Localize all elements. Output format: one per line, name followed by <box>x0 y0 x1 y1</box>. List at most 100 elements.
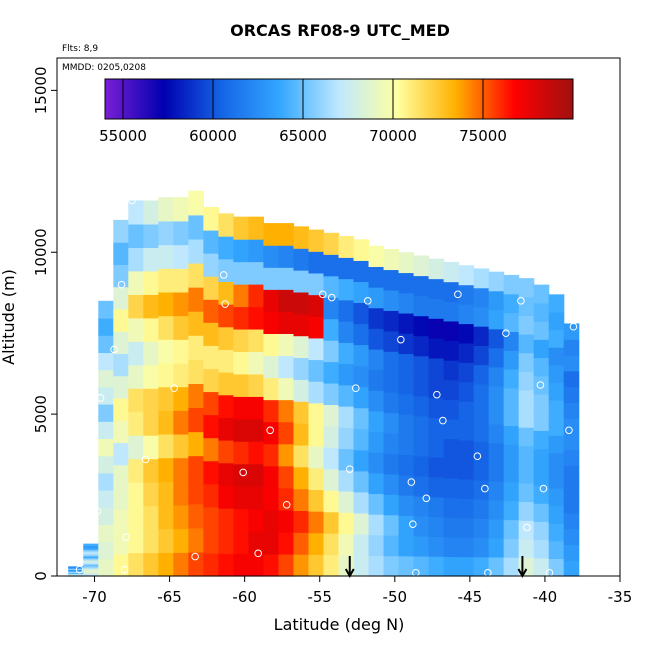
heat-cell <box>158 315 174 340</box>
heat-cell <box>488 385 505 406</box>
heat-cell <box>173 339 189 364</box>
heat-cell <box>128 247 144 272</box>
heat-cell <box>308 381 325 404</box>
heat-cell <box>278 421 295 445</box>
heat-cell <box>428 258 445 280</box>
heat-cell <box>128 552 144 577</box>
heat-cell <box>398 434 415 456</box>
heat-cell <box>263 223 280 246</box>
heat-cell <box>203 299 219 323</box>
heat-cell <box>413 375 430 397</box>
heat-cell <box>488 309 505 330</box>
heat-cell <box>443 477 460 499</box>
heat-cell <box>113 464 129 488</box>
heat-cell <box>98 318 114 336</box>
heat-cell <box>353 449 370 472</box>
heat-cell <box>128 458 144 483</box>
heat-cell <box>503 406 520 427</box>
heat-cell <box>353 281 370 304</box>
heat-cell <box>398 333 415 355</box>
heat-cell <box>353 491 370 514</box>
heat-cell <box>518 315 535 335</box>
heat-cell <box>533 412 550 431</box>
heat-cell <box>563 386 580 403</box>
heat-cell <box>413 555 430 577</box>
heat-cell <box>458 401 475 422</box>
heat-cell <box>143 529 159 554</box>
heat-cell <box>98 386 114 405</box>
heat-cell <box>563 339 580 356</box>
heat-cell <box>428 417 445 438</box>
heat-cell <box>233 373 250 397</box>
heat-cell <box>158 528 174 553</box>
heat-cell <box>83 569 99 573</box>
heat-cell <box>113 242 129 265</box>
heat-cell <box>293 270 310 293</box>
heat-cell <box>218 394 234 418</box>
heat-cell <box>398 312 415 334</box>
heat-cell <box>308 554 325 577</box>
heat-cell <box>188 190 204 216</box>
heat-cell <box>368 348 385 371</box>
heat-cell <box>368 534 385 556</box>
heat-cell <box>518 427 535 447</box>
heat-cell <box>293 532 310 555</box>
heat-cell <box>398 515 415 537</box>
heat-cell <box>413 535 430 557</box>
y-tick-label: 5000 <box>32 395 50 433</box>
heat-cell <box>83 559 99 563</box>
heat-cell <box>248 284 265 308</box>
heat-cell <box>503 481 520 502</box>
heat-cell <box>548 347 565 366</box>
heat-cell <box>458 323 475 344</box>
heat-cell <box>233 396 250 420</box>
heat-cell <box>233 486 250 510</box>
heat-cell <box>398 393 415 415</box>
heat-cell <box>263 443 280 467</box>
heat-cell <box>473 287 490 308</box>
heat-cell <box>353 407 370 430</box>
heat-cell <box>128 270 144 295</box>
heat-cell <box>173 481 189 506</box>
heat-cell <box>218 349 234 373</box>
heat-cell <box>173 386 189 411</box>
sample-points-layer <box>75 196 578 577</box>
heat-cell <box>518 482 535 503</box>
heat-cell <box>233 284 250 308</box>
heat-cell <box>368 369 385 391</box>
heat-cell <box>83 543 99 547</box>
colorbar-tick-label: 70000 <box>369 127 417 145</box>
heat-cell <box>383 249 400 271</box>
heat-cell <box>233 553 250 577</box>
heat-cell <box>548 399 565 419</box>
heat-cell <box>293 248 310 271</box>
heat-cell <box>278 553 295 577</box>
heat-cell <box>548 540 565 559</box>
heat-cell <box>248 306 265 330</box>
heat-cell <box>293 335 310 359</box>
heat-cell <box>98 335 114 354</box>
heat-cell <box>98 369 114 388</box>
heat-cell <box>143 411 159 436</box>
heat-cell <box>398 373 415 395</box>
heat-cell <box>203 276 219 300</box>
heat-cell <box>518 408 535 428</box>
heat-cell <box>143 223 159 248</box>
sample-point <box>454 290 462 299</box>
heat-cell <box>488 328 505 349</box>
heat-cell <box>518 501 535 521</box>
heat-cell <box>248 261 265 285</box>
heat-cell <box>113 353 129 377</box>
heat-cell <box>173 457 189 482</box>
heat-cell <box>398 353 415 375</box>
heat-cell <box>338 491 355 513</box>
heat-cell <box>368 452 385 474</box>
heat-cell <box>203 253 219 277</box>
heat-cell <box>443 320 460 342</box>
heat-cell <box>173 291 189 317</box>
heat-cell <box>428 318 445 339</box>
colorbar: 55000 60000 65000 70000 75000 <box>99 78 574 145</box>
heat-cell <box>83 567 99 571</box>
heat-cell <box>563 560 580 577</box>
